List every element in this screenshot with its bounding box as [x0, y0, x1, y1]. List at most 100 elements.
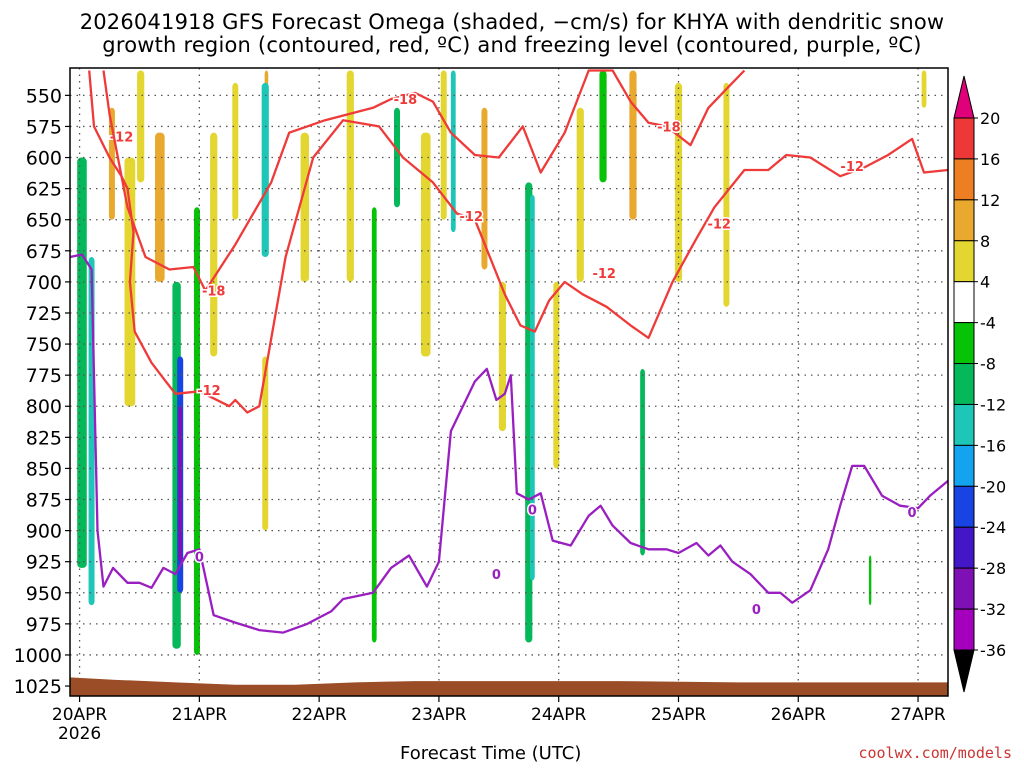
omega-shade-cell — [440, 70, 447, 220]
y-tick-label: 850 — [26, 458, 62, 480]
omega-shade-cell — [346, 70, 354, 282]
y-tick-label: 800 — [26, 396, 62, 418]
dgz-contour-label: -18 — [657, 120, 681, 135]
dgz-contour-label: -18 — [394, 93, 418, 108]
y-tick-label: 825 — [26, 427, 62, 449]
omega-shade-cell — [193, 207, 200, 655]
colorbar-box — [953, 158, 975, 201]
x-tick-label: 24APR — [531, 705, 587, 725]
freezing-level-contour-label: 0 — [492, 568, 501, 583]
y-tick-label: 925 — [26, 552, 62, 574]
omega-shade-cell — [553, 281, 560, 469]
x-tick-label: 21APR — [172, 705, 228, 725]
y-tick-label: 950 — [26, 583, 62, 605]
omega-shade-cell — [300, 132, 309, 282]
omega-shade-cell — [640, 368, 645, 556]
y-tick-label: 775 — [26, 365, 62, 387]
dgz-contour-line — [102, 69, 746, 292]
colorbar-box — [953, 403, 975, 446]
freezing-level-contour-line — [69, 253, 949, 634]
omega-shade-cell — [498, 281, 507, 432]
colorbar-tick-label: -32 — [980, 600, 1006, 619]
x-tick-label: 22APR — [291, 705, 347, 725]
colorbar-tick-label: 8 — [980, 232, 990, 251]
y-tick-label: 575 — [26, 116, 62, 138]
dgz-contour-label: -18 — [202, 285, 226, 300]
colorbar-tick-label: -28 — [980, 559, 1006, 578]
omega-shade-cell — [261, 82, 269, 258]
omega-shade-cell — [77, 157, 87, 568]
y-tick-label: 600 — [26, 148, 62, 170]
omega-shade-cell — [371, 207, 377, 643]
colorbar-box — [953, 444, 975, 487]
y-tick-label: 1000 — [14, 645, 62, 667]
y-tick-label: 650 — [26, 210, 62, 232]
omega-shade-cell — [420, 132, 431, 357]
colorbar-box — [953, 199, 975, 242]
colorbar-tick-label: -8 — [980, 355, 996, 374]
y-tick-label: 675 — [26, 241, 62, 263]
freezing-level-contour-label: 0 — [528, 503, 537, 518]
colorbar-box — [953, 281, 975, 324]
x-tick-label: 23APR — [411, 705, 467, 725]
chart-title-line-2: growth region (contoured, red, ºC) and f… — [102, 33, 922, 57]
colorbar-bottom-triangle — [953, 649, 975, 693]
omega-shade-cell — [178, 406, 182, 562]
omega-shade-cell — [262, 356, 269, 531]
dgz-contour-label: -12 — [197, 384, 221, 399]
ground-terrain — [70, 677, 948, 696]
colorbar-tick-label: 4 — [980, 273, 990, 292]
y-tick-label: 550 — [26, 85, 62, 107]
omega-shade-cell — [450, 70, 456, 233]
dgz-contour-label: -12 — [840, 160, 864, 175]
omega-shade-cell — [529, 194, 535, 581]
y-tick-label: 725 — [26, 303, 62, 325]
plot-frame — [69, 67, 949, 697]
y-tick-label: 975 — [26, 614, 62, 636]
colorbar-tick-label: 16 — [980, 150, 1000, 169]
colorbar-box — [953, 567, 975, 610]
colorbar-top-triangle — [953, 75, 975, 119]
colorbar-box — [953, 240, 975, 283]
omega-shade-cell — [576, 107, 584, 282]
colorbar-box — [953, 526, 975, 569]
x-tick-label: 26APR — [771, 705, 827, 725]
chart-title-line-1: 2026041918 GFS Forecast Omega (shaded, −… — [79, 10, 945, 34]
colorbar-tick-label: -20 — [980, 477, 1006, 496]
colorbar-box — [953, 322, 975, 365]
omega-shade-cell — [394, 107, 400, 208]
colorbar-tick-label: -4 — [980, 314, 996, 333]
colorbar-tick-label: -24 — [980, 518, 1006, 537]
x-axis-label: Forecast Time (UTC) — [400, 743, 582, 764]
y-tick-label: 700 — [26, 272, 62, 294]
omega-shade-cell — [155, 132, 165, 282]
omega-shade-cell — [868, 555, 872, 606]
dgz-contour-line — [88, 70, 949, 414]
omega-shade-cell — [481, 107, 488, 270]
freezing-level-contour-label: 0 — [195, 551, 204, 566]
dgz-contour-label: -12 — [460, 210, 484, 225]
omega-shade-cell — [674, 82, 683, 282]
source-credit[interactable]: coolwx.com/models — [858, 744, 1012, 762]
colorbar-tick-label: -16 — [980, 436, 1006, 455]
omega-shade-cell — [137, 70, 145, 183]
colorbar-tick-label: 20 — [980, 109, 1000, 128]
y-tick-label: 875 — [26, 490, 62, 512]
omega-shade-cell — [921, 70, 927, 108]
colorbar-tick-label: 12 — [980, 191, 1000, 210]
y-tick-label: 750 — [26, 334, 62, 356]
freezing-level-contour-label: 0 — [908, 506, 917, 521]
omega-shade-cell — [210, 132, 218, 357]
x-tick-label: 27APR — [890, 705, 946, 725]
colorbar-box — [953, 117, 975, 160]
x-tick-label: 25APR — [651, 705, 707, 725]
x-tick-year-label: 2026 — [58, 724, 101, 744]
y-tick-label: 1025 — [14, 676, 62, 698]
colorbar-box — [953, 608, 975, 651]
dgz-contour-label: -12 — [592, 267, 616, 282]
x-tick-label: 20APR — [52, 705, 108, 725]
y-tick-label: 625 — [26, 179, 62, 201]
colorbar-tick-label: -36 — [980, 641, 1006, 660]
omega-shade-cell — [629, 70, 637, 220]
